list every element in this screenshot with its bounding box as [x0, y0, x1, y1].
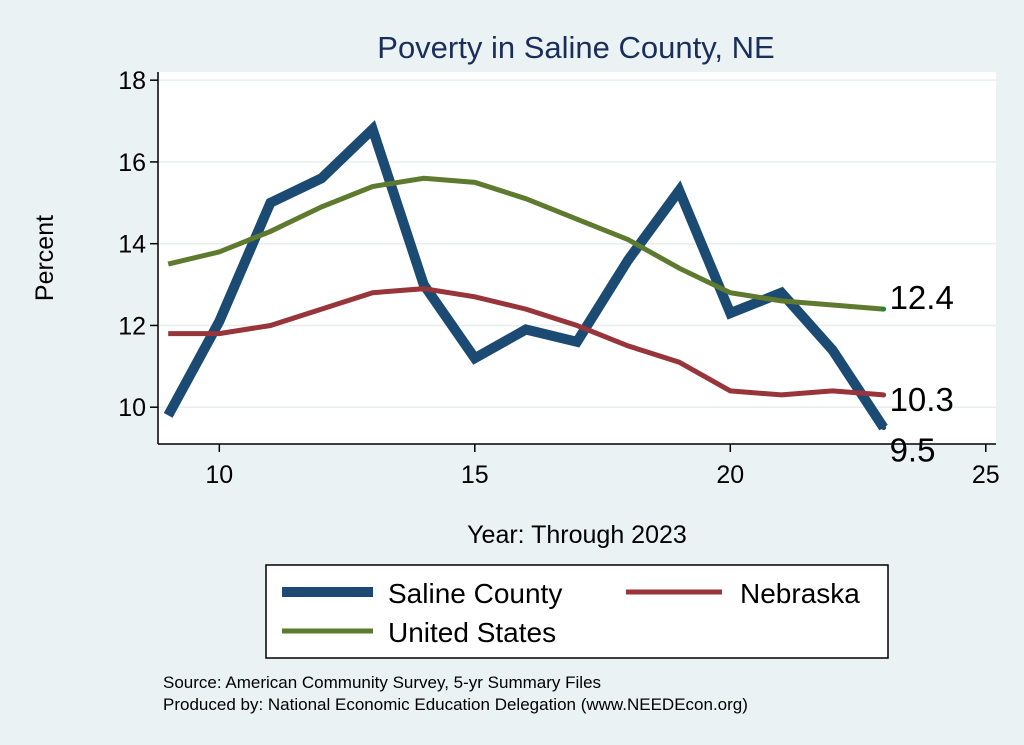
end-point-united-states — [881, 306, 887, 312]
legend: Saline County Nebraska United States — [265, 564, 889, 659]
plot-area — [158, 72, 996, 444]
end-point-saline-county — [881, 425, 887, 431]
end-point-nebraska — [881, 392, 887, 398]
legend-label-nebraska: Nebraska — [740, 578, 860, 609]
y-tick-label-12: 12 — [118, 312, 146, 340]
y-tick-label-14: 14 — [118, 231, 146, 259]
y-tick-label-10: 10 — [118, 394, 146, 422]
y-tick-label-18: 18 — [118, 67, 146, 95]
series-line-nebraska — [168, 286, 884, 398]
x-tick-label-20: 20 — [716, 461, 744, 489]
x-tick-label-25: 25 — [972, 461, 1000, 489]
end-label-nebraska: 10.3 — [890, 381, 954, 418]
x-tick-label-15: 15 — [461, 461, 489, 489]
series-line-united-states — [167, 175, 884, 312]
legend-label-united-states: United States — [388, 617, 556, 648]
chart-title: Poverty in Saline County, NE — [377, 30, 774, 65]
x-tick-label-10: 10 — [205, 461, 233, 489]
legend-label-saline-county: Saline County — [388, 578, 562, 609]
x-axis-ticks: 10 15 20 25 — [205, 444, 1000, 489]
source-note: Source: American Community Survey, 5-yr … — [163, 673, 601, 692]
end-label-united-states: 12.4 — [890, 279, 954, 316]
legend-box — [265, 564, 889, 659]
series-lines — [163, 120, 888, 431]
y-axis-label: Percent — [31, 215, 59, 301]
end-labels: 9.5 10.3 12.4 — [890, 279, 954, 469]
y-tick-label-16: 16 — [118, 149, 146, 177]
produced-by-note: Produced by: National Economic Education… — [163, 695, 748, 714]
y-axis-ticks: 10 12 14 16 18 — [118, 67, 158, 422]
axes — [157, 72, 996, 445]
gridlines — [158, 79, 996, 408]
x-axis-label: Year: Through 2023 — [467, 521, 687, 549]
end-label-saline-county: 9.5 — [890, 432, 936, 469]
